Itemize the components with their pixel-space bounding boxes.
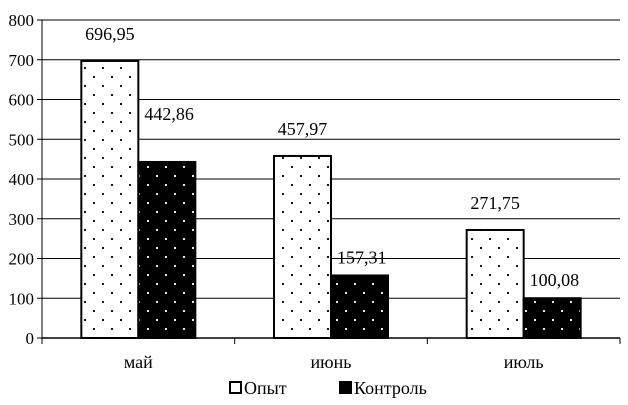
legend-swatch-opyt (230, 382, 241, 393)
category-label: июнь (311, 352, 352, 372)
bar-opyt (81, 61, 138, 338)
data-label: 100,08 (530, 270, 580, 290)
legend: Опыт Контроль (230, 378, 427, 398)
data-label: 442,86 (144, 104, 194, 124)
data-label: 157,31 (337, 247, 387, 267)
data-label: 457,97 (278, 119, 328, 139)
legend-label: Опыт (244, 378, 287, 398)
y-tick-label: 400 (9, 170, 35, 189)
y-tick-label: 500 (9, 130, 35, 149)
category-label: май (124, 352, 153, 372)
legend-swatch-kontrol (340, 382, 351, 393)
category-label: июль (504, 352, 544, 372)
y-tick-label: 700 (9, 51, 35, 70)
bar-kontrol (524, 298, 581, 338)
legend-label: Контроль (354, 378, 427, 398)
y-tick-label: 0 (26, 329, 35, 348)
y-tick-label: 800 (9, 11, 35, 30)
bar-opyt (467, 230, 524, 338)
bar-opyt (274, 156, 331, 338)
data-label: 696,95 (85, 24, 135, 44)
bar-kontrol (138, 162, 195, 338)
bar-kontrol (331, 275, 388, 338)
y-tick-label: 100 (9, 289, 35, 308)
data-label: 271,75 (470, 193, 520, 213)
y-tick-label: 300 (9, 210, 35, 229)
y-tick-label: 600 (9, 91, 35, 110)
y-tick-label: 200 (9, 250, 35, 269)
